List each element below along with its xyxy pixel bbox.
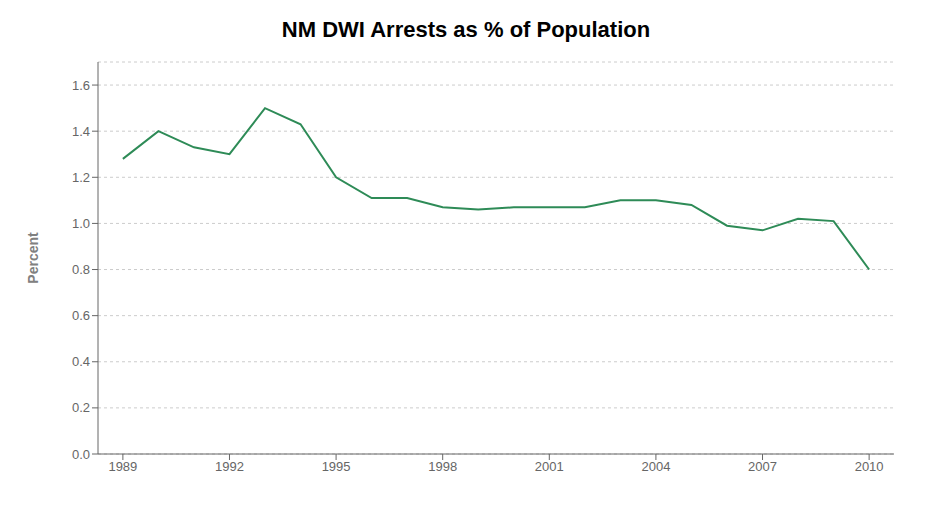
svg-text:1995: 1995 <box>322 459 351 474</box>
svg-text:0.0: 0.0 <box>72 447 90 462</box>
svg-text:1.0: 1.0 <box>72 216 90 231</box>
svg-text:1.2: 1.2 <box>72 170 90 185</box>
svg-text:1989: 1989 <box>108 459 137 474</box>
svg-text:1992: 1992 <box>215 459 244 474</box>
svg-text:Percent: Percent <box>25 232 41 284</box>
html-text:NM DWI Arrests as % of Populat: NM DWI Arrests as % of Population <box>281 17 651 42</box>
svg-text:2001: 2001 <box>535 459 564 474</box>
svg-text:0.4: 0.4 <box>72 354 90 369</box>
svg-text:0.2: 0.2 <box>72 400 90 415</box>
svg-text:2010: 2010 <box>855 459 884 474</box>
svg-text:1.6: 1.6 <box>72 78 90 93</box>
svg-text:1998: 1998 <box>428 459 457 474</box>
svg-text:0.6: 0.6 <box>72 308 90 323</box>
svg-text:1.4: 1.4 <box>72 124 90 139</box>
svg-text:2004: 2004 <box>641 459 670 474</box>
svg-text:0.8: 0.8 <box>72 262 90 277</box>
svg-text:2007: 2007 <box>748 459 777 474</box>
